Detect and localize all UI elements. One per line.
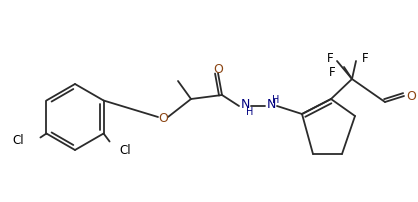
Text: Cl: Cl (13, 133, 24, 146)
Text: N: N (266, 98, 276, 111)
Text: Cl: Cl (120, 143, 131, 156)
Text: H: H (272, 95, 280, 104)
Text: H: H (246, 106, 254, 116)
Text: O: O (158, 111, 168, 124)
Text: O: O (213, 62, 223, 75)
Text: N: N (240, 98, 250, 111)
Text: F: F (362, 51, 368, 64)
Text: F: F (329, 65, 335, 78)
Text: O: O (406, 90, 416, 103)
Text: F: F (327, 51, 333, 64)
